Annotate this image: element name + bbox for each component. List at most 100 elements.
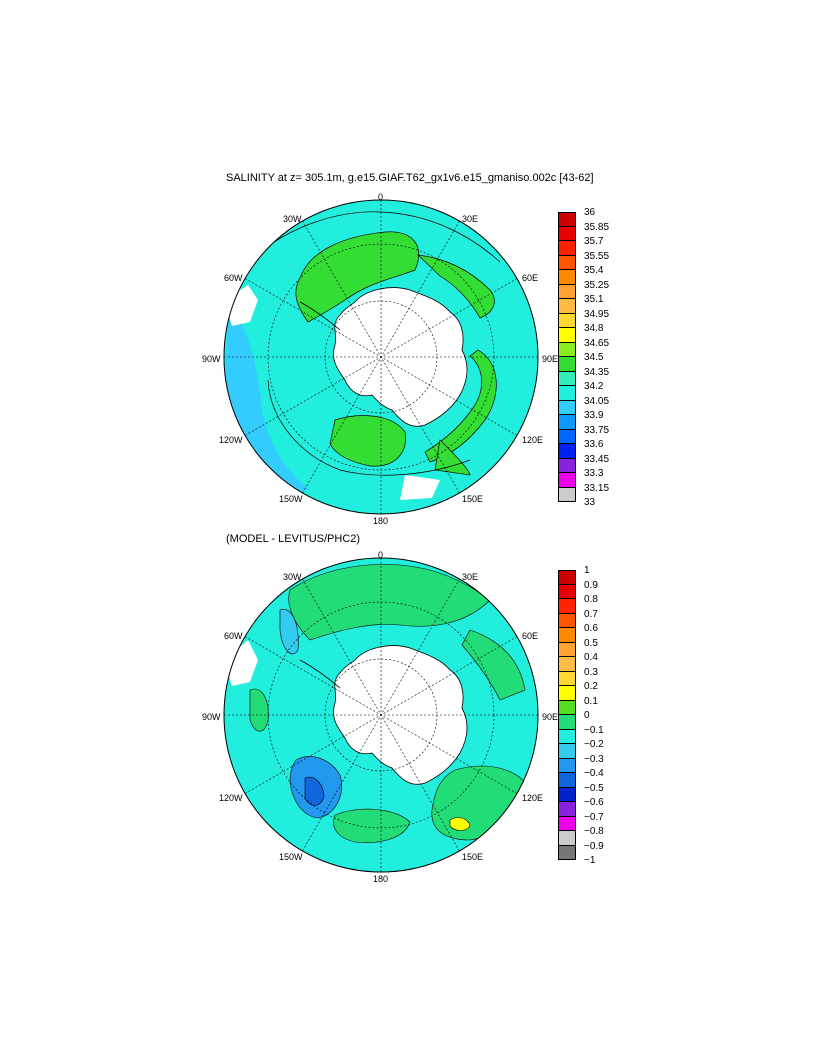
strong-negative-anomaly xyxy=(304,776,325,806)
colorbar-label: 34.8 xyxy=(584,323,604,334)
colorbar-swatch xyxy=(558,458,576,473)
colorbar-label: 0.6 xyxy=(584,623,598,634)
colorbar-swatch xyxy=(558,270,576,285)
positive-anomaly-region xyxy=(333,808,411,843)
grid-label-90e: 90E xyxy=(542,354,559,364)
colorbar-swatch xyxy=(558,328,576,343)
colorbar-label: 35.7 xyxy=(584,236,604,247)
grid-label-30w: 30W xyxy=(283,572,302,582)
colorbar-swatch xyxy=(558,487,576,502)
grid-label-180: 180 xyxy=(373,874,389,884)
colorbar-label: −0.7 xyxy=(584,811,604,823)
south-america-land xyxy=(224,640,258,686)
bottom-anomaly-map xyxy=(224,558,538,872)
colorbar-label: −0.8 xyxy=(584,826,604,837)
colorbar-label: 33 xyxy=(584,497,596,508)
graticule xyxy=(224,558,538,872)
grid-label-60e: 60E xyxy=(522,631,539,641)
colorbar-swatch xyxy=(558,299,576,314)
grid-label-150e: 150E xyxy=(462,494,484,504)
positive-anomaly-region xyxy=(461,629,526,701)
colorbar-label: 0.4 xyxy=(584,652,598,663)
graticule xyxy=(224,200,538,514)
negative-anomaly-region xyxy=(279,608,299,655)
colorbar-label: 34.95 xyxy=(584,308,610,320)
colorbar-swatch xyxy=(558,386,576,401)
colorbar-label: −0.9 xyxy=(584,840,604,852)
contour-line xyxy=(267,379,471,476)
colorbar-swatch xyxy=(558,802,576,817)
colorbar-label: 34.05 xyxy=(584,395,610,407)
colorbar-label: 33.45 xyxy=(584,453,610,465)
colorbar-label: 34.65 xyxy=(584,337,610,349)
weddell-high-salinity xyxy=(295,231,420,323)
grid-label-90e: 90E xyxy=(542,712,559,722)
colorbar-swatch xyxy=(558,284,576,299)
top-salinity-map xyxy=(224,200,538,514)
bottom-colorbar: 1 0.9 0.8 0.7 0.6 0.5 0.4 0.3 0.2 0.1 0 −0.1 −0.2 −0.… xyxy=(558,566,638,870)
colorbar-swatch xyxy=(558,671,576,686)
grid-label-150w: 150W xyxy=(279,494,303,504)
colorbar-label: 0.3 xyxy=(584,666,598,678)
top-map-title: SALINITY at z= 305.1m, g.e15.GIAF.T62_gx… xyxy=(226,172,594,184)
colorbar-label: 0.7 xyxy=(584,608,598,620)
colorbar-label: 35.4 xyxy=(584,265,604,276)
top-map-border xyxy=(223,199,539,515)
colorbar-label: 33.9 xyxy=(584,410,604,421)
colorbar-label: 0.5 xyxy=(584,637,598,649)
colorbar-label: 35.55 xyxy=(584,250,610,262)
grid-label-30e: 30E xyxy=(462,214,479,224)
colorbar-label: −0.1 xyxy=(584,724,604,736)
grid-label-30e: 30E xyxy=(462,572,479,582)
contour-line xyxy=(249,211,501,263)
grid-label-150w: 150W xyxy=(279,852,303,862)
east-high-salinity xyxy=(417,254,495,319)
top-colorbar: 36 35.85 35.7 35.55 35.4 35.25 35.1 34.95 34.8 34… xyxy=(558,208,638,512)
colorbar-swatch xyxy=(558,599,576,614)
bottom-map-border xyxy=(223,557,539,873)
colorbar-label: 0 xyxy=(584,710,590,721)
colorbar-label: 33.3 xyxy=(584,468,604,479)
colorbar-swatch xyxy=(558,657,576,672)
colorbar-label: 35.1 xyxy=(584,294,604,305)
grid-label-60w: 60W xyxy=(224,631,243,641)
colorbar-swatch xyxy=(558,357,576,372)
grid-label-120e: 120E xyxy=(522,793,544,803)
colorbar-swatch xyxy=(558,400,576,415)
colorbar-label: 0.9 xyxy=(584,579,598,591)
grid-label-90w: 90W xyxy=(202,712,221,722)
indian-sector-high-salinity xyxy=(424,349,497,463)
grid-label-30w: 30W xyxy=(283,214,302,224)
colorbar-label: 36 xyxy=(584,207,596,218)
antarctic-peninsula xyxy=(299,301,341,331)
colorbar-swatch xyxy=(558,429,576,444)
grid-label-120w: 120W xyxy=(219,793,243,803)
colorbar-label: 35.85 xyxy=(584,221,610,233)
colorbar-swatch xyxy=(558,212,576,227)
colorbar-swatch xyxy=(558,570,576,585)
grid-label-0: 0 xyxy=(378,192,384,202)
colorbar-swatch xyxy=(558,584,576,599)
colorbar-label: −0.3 xyxy=(584,753,604,765)
grid-label-60e: 60E xyxy=(522,273,539,283)
colorbar-label: 35.25 xyxy=(584,279,610,291)
colorbar-label: 33.15 xyxy=(584,482,610,494)
colorbar-swatch xyxy=(558,473,576,488)
colorbar-label: 0.1 xyxy=(584,695,598,707)
colorbar-label: −1 xyxy=(584,855,596,866)
colorbar-label: −0.5 xyxy=(584,782,604,794)
colorbar-swatch xyxy=(558,415,576,430)
high-anomaly-spot xyxy=(449,817,471,831)
colorbar-swatch xyxy=(558,313,576,328)
colorbar-label: −0.4 xyxy=(584,768,604,779)
colorbar-swatch xyxy=(558,816,576,831)
colorbar-swatch xyxy=(558,729,576,744)
colorbar-label: 34.35 xyxy=(584,366,610,378)
bottom-map-title: (MODEL - LEVITUS/PHC2) xyxy=(226,533,361,545)
colorbar-swatch xyxy=(558,444,576,459)
colorbar-swatch xyxy=(558,628,576,643)
colorbar-swatch xyxy=(558,715,576,730)
colorbar-swatch xyxy=(558,831,576,846)
antarctic-peninsula xyxy=(299,659,341,689)
